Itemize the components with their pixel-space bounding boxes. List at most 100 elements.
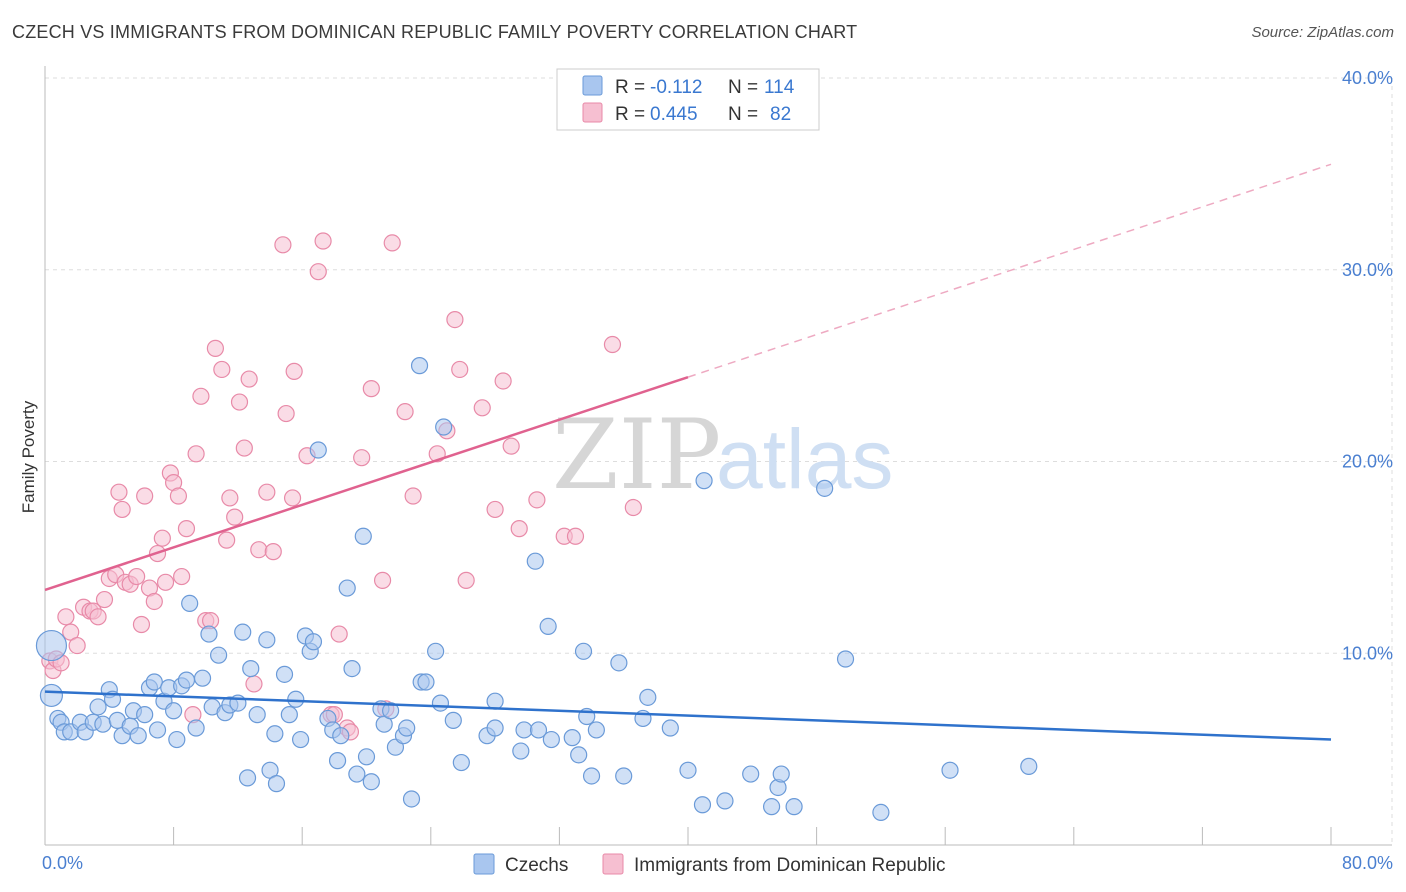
dominican-point [258,483,276,501]
czechs-point [338,579,356,597]
czechs-point [435,418,453,436]
dominican-point [502,437,520,455]
czechs-point [427,642,445,660]
czechs-point [177,671,196,689]
czechs-point [242,659,260,678]
bottom-legend-swatch-dominican [602,853,624,875]
legend-swatch-czechs [582,75,603,96]
czechs-point [452,753,470,772]
czechs-point [539,617,557,636]
legend-r-value-czechs: -0.112 [650,77,702,98]
legend-n-value-dominican: 82 [770,104,791,125]
czechs-point [941,761,959,779]
bottom-legend-swatch-czechs [473,853,495,875]
czechs-point [610,654,628,672]
czechs-point [332,727,350,745]
czechs-point [348,765,366,783]
czechs-point [343,659,361,678]
czechs-point [661,719,679,737]
dominican-point [173,567,191,586]
czechs-point [165,702,183,720]
dominican-point [218,531,236,549]
czechs-point [772,765,790,783]
czechs-point [200,625,218,643]
trend-line-dominican-extrapolated [687,163,1332,378]
czechs-point [304,633,323,651]
czechs-point [816,479,834,497]
dominican-point [68,636,86,655]
czechs-point [193,669,212,687]
czechs-point [716,792,734,810]
dominican-point [89,608,107,626]
trend-lines [44,163,1332,741]
dominican-point [494,372,512,390]
czechs-point [258,631,276,649]
dominican-point [136,487,154,505]
czechs-point [1020,757,1038,775]
dominican-point [213,360,231,379]
y-tick-label-30: 30.0% [1342,260,1393,280]
czechs-point [587,721,605,739]
chart-title: CZECH VS IMMIGRANTS FROM DOMINICAN REPUB… [12,22,858,42]
source-label: Source: ZipAtlas.com [1251,24,1394,41]
dominican-point [95,590,114,609]
dominican-point [362,380,380,398]
czechs-point [398,719,416,737]
czechs-point [309,441,327,459]
czechs-point [248,706,266,724]
series-czechs-points [35,357,1038,822]
czechs-point [785,798,803,816]
dominican-point [153,529,171,547]
dominican-point [566,527,585,545]
czechs-point [382,702,400,720]
dominican-point [396,403,414,421]
legend-n-label-czechs: N = [728,77,758,98]
legend-r-label-czechs: R = [615,77,645,98]
czechs-point [410,357,429,375]
czechs-point [39,683,64,708]
czechs-point [145,673,163,691]
czechs-point [512,742,530,760]
x-tick-label-min: 0.0% [42,853,83,873]
czechs-point [402,790,421,808]
dominican-point [309,263,327,281]
czechs-point [529,721,548,739]
dominican-point [132,615,151,634]
dominican-point [373,571,392,589]
legend-box: R = -0.112 N = 114 R = 0.445 N = 82 [556,68,820,131]
czechs-point [94,715,112,733]
czechs-point [679,761,697,779]
y-tick-label-20: 20.0% [1342,452,1393,472]
czechs-point [486,719,504,737]
dominican-point [486,500,504,519]
dominican-point [230,393,249,411]
dominican-point [274,236,292,254]
y-axis-title: Family Poverty [19,400,38,513]
dominican-point [113,500,131,519]
czechs-point [129,727,147,745]
dominican-point [314,232,332,250]
czechs-point [148,721,167,739]
czechs-point [693,796,712,814]
czechs-point [615,767,633,785]
dominican-point [145,592,163,611]
watermark: ZIP atlas [552,399,893,511]
legend-swatch-dominican [582,102,603,123]
bottom-legend-label-czechs: Czechs [505,855,568,876]
czechs-point [280,706,298,724]
czechs-point [574,642,593,660]
czechs-point [872,803,890,822]
dominican-point [156,573,175,591]
czechs-point [136,706,154,724]
czechs-point [267,775,286,793]
y-tick-label-10: 10.0% [1342,643,1393,663]
czechs-point [168,730,186,749]
dominican-point [353,449,371,467]
czechs-point [287,690,305,708]
dominican-point [283,489,302,507]
watermark-zip: ZIP [552,399,721,511]
legend-n-value-czechs: 114 [764,77,795,98]
dominican-point [457,571,475,589]
dominican-point [264,543,282,561]
